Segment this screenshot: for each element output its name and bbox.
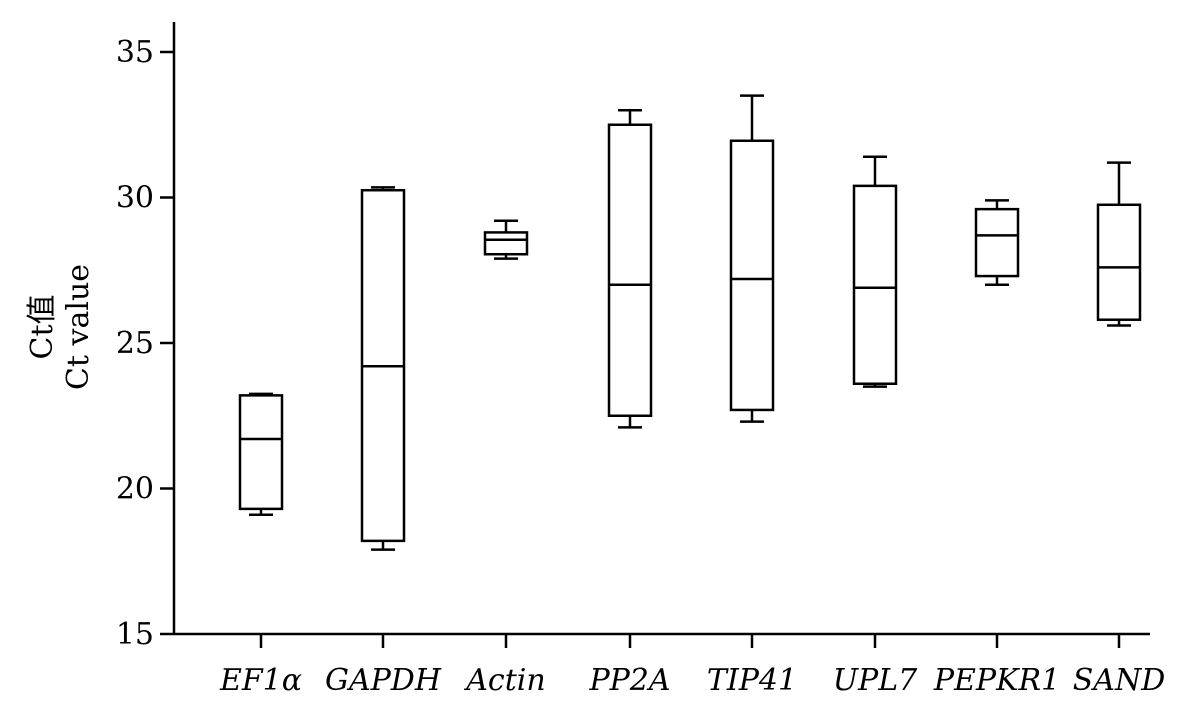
iqr-box [483, 231, 529, 256]
y-tick-label: 20 [116, 472, 154, 507]
x-tick-label: UPL7 [833, 663, 918, 698]
y-tick-label: 25 [116, 326, 154, 361]
iqr-box [974, 207, 1020, 278]
x-tick-label: EF1α [219, 663, 302, 698]
box-UPL7 [852, 155, 898, 388]
iqr-box [729, 139, 775, 412]
iqr-box [607, 123, 653, 417]
box-SAND [1096, 161, 1142, 327]
x-axis: EF1α GAPDH Actin PP2A TIP41 UPL7 PEPKR1 SAND [174, 632, 1166, 698]
x-tick-label: GAPDH [325, 663, 442, 698]
x-tick-label: TIP41 [707, 663, 797, 698]
y-axis: 15 20 25 30 35 [116, 22, 176, 652]
y-tick-label: 30 [116, 181, 154, 216]
x-tick-label: SAND [1073, 663, 1166, 698]
box-PEPKR1 [974, 199, 1020, 287]
box-PP2A [607, 108, 653, 429]
box-GAPDH [360, 186, 406, 551]
x-tick-label: PP2A [588, 663, 670, 698]
iqr-box [238, 394, 284, 511]
box-TIP41 [729, 94, 775, 423]
x-tick-label: PEPKR1 [933, 663, 1060, 698]
iqr-box [852, 184, 898, 385]
box-Actin [483, 219, 529, 260]
y-tick-label: 35 [116, 35, 154, 70]
iqr-box [1096, 203, 1142, 321]
y-tick-label: 15 [116, 617, 154, 652]
x-tick-label: Actin [463, 663, 545, 698]
y-axis-title-line2: Ct value [61, 264, 96, 390]
box-series [238, 94, 1142, 551]
y-axis-title-line1: Ct值 [25, 294, 60, 359]
axis-titles: Ct值 Ct value [25, 264, 96, 390]
box-EF1α [238, 392, 284, 516]
